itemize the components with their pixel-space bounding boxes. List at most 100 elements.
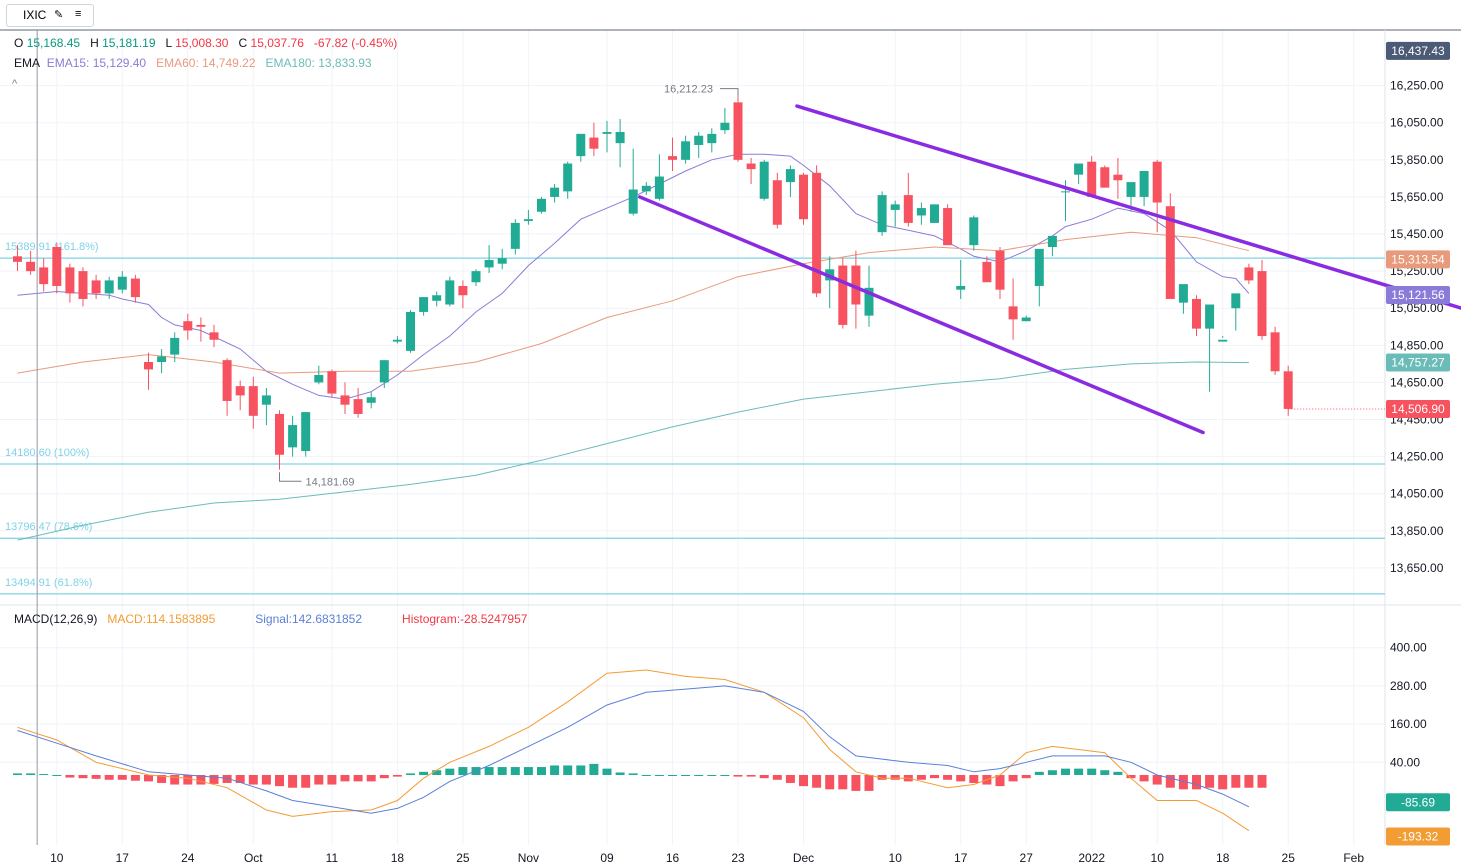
histogram-bar — [261, 775, 271, 785]
fib-levels: 15389.91 (161.8%) 14180.60 (100%) 13796.47… — [0, 241, 1385, 595]
histogram-bar — [1061, 768, 1070, 775]
ema-legend[interactable]: EMA EMA15: 15,129.40 EMA60: 14,749.22 EM… — [14, 56, 372, 70]
candle-body — [261, 395, 271, 405]
histogram-bar — [877, 775, 887, 780]
histogram-bar — [1047, 770, 1057, 775]
candle-body — [550, 187, 560, 197]
date-tick-label: Nov — [518, 851, 539, 865]
histogram-bar — [104, 775, 114, 780]
candle-body — [183, 321, 193, 331]
price-tick-label: 15,850.00 — [1390, 153, 1444, 167]
date-tick-label: 16 — [666, 851, 680, 865]
low-label: L — [165, 36, 172, 50]
price-tick-label: 13,650.00 — [1390, 561, 1444, 575]
candle-body — [1139, 170, 1149, 197]
candle-body — [681, 141, 691, 160]
price-tick-label: 16,050.00 — [1390, 116, 1444, 130]
candle-body — [78, 271, 88, 299]
candle-body — [1113, 174, 1123, 181]
macd-legend[interactable]: MACD(12,26,9) MACD:114.1583895 Signal:14… — [14, 612, 527, 626]
histogram-bar — [301, 775, 311, 788]
histogram-bar — [707, 775, 717, 776]
trend-channel[interactable] — [638, 104, 1461, 435]
macd-line — [17, 669, 1250, 832]
low-marker-label: 14,181.69 — [306, 476, 355, 488]
candle-body — [602, 132, 612, 134]
open-label: O — [14, 36, 24, 50]
symbol-name[interactable]: IXIC — [23, 8, 47, 22]
macd-label: MACD(12,26,9) — [14, 612, 98, 626]
histogram-bar — [995, 775, 1005, 787]
fib-level-label: 13796.47 (78.6%) — [5, 521, 92, 533]
ohlc-legend: O 15,168.45 H 15,181.19 L 15,008.30 C 15… — [14, 36, 397, 50]
candle-body — [1244, 267, 1254, 281]
histogram-bar — [209, 775, 219, 784]
price-tick-label: 13,850.00 — [1390, 524, 1444, 538]
candle-body — [1100, 167, 1110, 188]
candle-body — [471, 271, 481, 283]
price-tag-label: 14,506.90 — [1391, 402, 1445, 416]
candle-body — [1126, 182, 1136, 197]
price-tick-label: 14,250.00 — [1390, 450, 1444, 464]
histogram-bar — [366, 775, 376, 782]
candle-body — [39, 267, 49, 285]
candle-body — [1218, 339, 1228, 342]
candle-body — [327, 371, 337, 394]
candle-body — [877, 195, 887, 233]
histogram-bar — [890, 775, 900, 780]
high-value: 15,181.19 — [102, 36, 156, 50]
symbol-box[interactable]: IXIC ✎ ≡ — [6, 4, 94, 27]
candle-body — [432, 295, 442, 301]
candle-body — [275, 413, 284, 455]
date-tick-label: 10 — [1151, 851, 1165, 865]
histogram-bar — [1113, 771, 1123, 775]
candle-body — [759, 161, 769, 199]
candle-body — [864, 287, 874, 316]
histogram-bar — [1087, 768, 1097, 775]
candle-body — [170, 337, 180, 355]
fib-level-label: 13494.91 (61.8%) — [5, 577, 92, 589]
candle-body — [314, 375, 324, 383]
histogram-bar — [65, 775, 75, 778]
low-marker — [279, 472, 302, 482]
price-tag — [1386, 285, 1450, 304]
high-marker — [720, 88, 739, 97]
price-grid — [0, 29, 1461, 845]
date-tick-label: 27 — [1020, 851, 1034, 865]
pencil-icon[interactable]: ✎ — [54, 9, 64, 21]
candle-body — [1074, 163, 1084, 175]
histogram-bar — [1152, 775, 1162, 785]
candle-body — [733, 102, 743, 160]
histogram-bar — [864, 775, 874, 791]
histogram-bar — [812, 775, 822, 788]
candle-body — [379, 360, 389, 383]
candle-body — [497, 258, 507, 264]
price-tick-label: 15,650.00 — [1390, 190, 1444, 204]
histogram-bar — [484, 767, 494, 775]
candle-body — [301, 412, 311, 452]
candle-body — [209, 332, 219, 340]
candle-body — [641, 185, 651, 192]
candle-body — [1034, 248, 1044, 286]
menu-icon[interactable]: ≡ — [75, 8, 82, 20]
histogram-bar — [392, 775, 402, 777]
candle-body — [91, 280, 101, 294]
ema15-value: EMA15: 15,129.40 — [46, 56, 147, 70]
histogram-bar — [406, 773, 415, 775]
macd-tick-label: 280.00 — [1390, 679, 1427, 693]
collapse-legend-icon[interactable]: ^ — [12, 78, 18, 90]
histogram-bar — [654, 775, 664, 776]
candle-body — [1152, 161, 1162, 203]
histogram-bar — [144, 775, 153, 782]
date-tick-label: 18 — [1216, 851, 1230, 865]
histogram-bar — [1205, 775, 1215, 788]
candle-body — [615, 132, 625, 144]
candle-body — [589, 137, 599, 149]
histogram-bar — [733, 775, 743, 777]
histogram-bar — [523, 767, 533, 775]
histogram-bar — [969, 775, 979, 783]
date-tick-label: 09 — [600, 851, 614, 865]
candle-body — [353, 399, 363, 414]
candle-body — [1008, 306, 1018, 320]
